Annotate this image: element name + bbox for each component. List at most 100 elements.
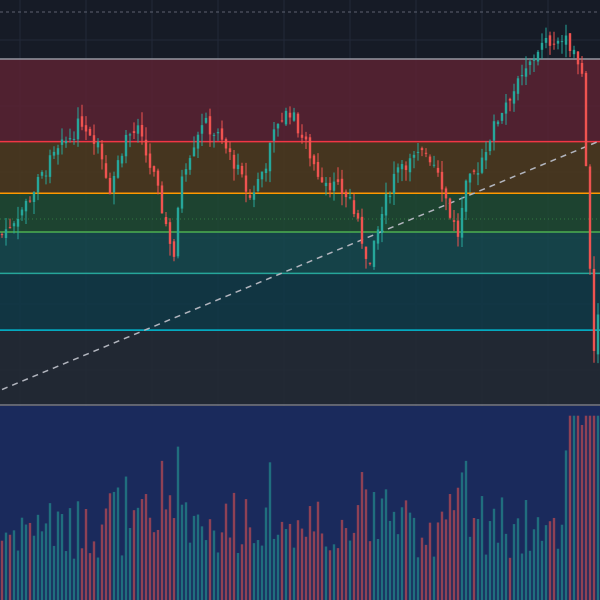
volume-bar (72, 558, 76, 600)
volume-bar (580, 424, 584, 600)
volume-bar (572, 415, 576, 600)
volume-bar (84, 508, 88, 600)
volume-bar (268, 462, 272, 600)
candle-body (460, 207, 464, 238)
candle-body (264, 168, 268, 174)
candle-body (72, 138, 76, 140)
volume-bar (312, 531, 316, 600)
volume-bar (500, 497, 504, 600)
volume-bar (456, 487, 460, 600)
candle-body (436, 167, 440, 173)
volume-bar (368, 541, 372, 600)
volume-bar (380, 498, 384, 600)
candle-body (232, 154, 236, 169)
volume-bar (240, 544, 244, 600)
candle-body (380, 214, 384, 234)
volume-bar (24, 524, 28, 600)
candle-body (520, 74, 524, 77)
candle-body (144, 139, 148, 156)
volume-bar (512, 524, 516, 600)
volume-bar (344, 528, 348, 600)
candle-body (92, 135, 96, 144)
candle-body (480, 157, 484, 173)
volume-bar (520, 553, 524, 600)
volume-bar (288, 523, 292, 600)
volume-bar (396, 534, 400, 600)
volume-bar (172, 518, 176, 600)
volume-bar (464, 460, 468, 600)
candle-body (536, 51, 540, 62)
volume-bar (36, 514, 40, 600)
candle-body (388, 195, 392, 197)
volume-panel (0, 406, 600, 600)
candle-body (204, 117, 208, 123)
candle-body (464, 180, 468, 212)
candle-body (60, 139, 64, 145)
candle-body (364, 246, 368, 259)
volume-bar (564, 450, 568, 600)
volume-bar (584, 415, 588, 600)
candle-body (240, 165, 244, 175)
volume-bar (284, 529, 288, 600)
candle-body (444, 188, 448, 199)
volume-bar (440, 511, 444, 600)
candle-body (12, 223, 16, 227)
candle-body (128, 134, 132, 136)
volume-bar (0, 540, 4, 600)
candle-body (236, 164, 240, 170)
candle-body (116, 160, 120, 178)
volume-bar (96, 557, 100, 600)
candle-body (68, 138, 72, 140)
candle-body (420, 148, 424, 151)
volume-bar (116, 487, 120, 600)
volume-bar (428, 522, 432, 600)
candle-body (404, 165, 408, 171)
candle-body (488, 141, 492, 152)
candle-body (248, 195, 252, 198)
candle-body (344, 191, 348, 198)
candle-body (560, 41, 564, 43)
volume-bar (328, 550, 332, 600)
volume-bar (152, 532, 156, 600)
trendline[interactable] (1, 140, 599, 391)
candle-body (260, 171, 264, 180)
candle-body (184, 169, 188, 175)
candle-body (336, 179, 340, 182)
volume-bar (220, 532, 224, 600)
candle-body (228, 148, 232, 153)
candle-body (400, 164, 404, 170)
candle-body (360, 216, 364, 244)
fib-band (0, 59, 600, 142)
candle-body (28, 200, 32, 202)
volume-bar (148, 517, 152, 600)
volume-bar (68, 508, 72, 600)
volume-bar (304, 536, 308, 600)
candle-body (304, 136, 308, 140)
fib-band (0, 232, 600, 274)
candle-body (0, 234, 4, 236)
candle-body (108, 177, 112, 195)
candle-body (332, 181, 336, 191)
volume-bar (160, 460, 164, 600)
volume-bar (44, 523, 48, 600)
candle-body (244, 175, 248, 192)
candle-body (416, 151, 420, 153)
volume-bar (184, 502, 188, 600)
volume-bar (112, 491, 116, 600)
candle-body (524, 68, 528, 77)
volume-bar (360, 472, 364, 600)
volume-bar (48, 503, 52, 600)
candle-body (372, 240, 376, 267)
candle-body (16, 218, 20, 227)
candle-body (448, 198, 452, 218)
candle-body (252, 192, 256, 200)
candle-body (564, 35, 568, 45)
volume-bar (556, 548, 560, 600)
candle-body (424, 152, 428, 154)
volume-bar (508, 557, 512, 600)
volume-bar (296, 520, 300, 600)
volume-bar (532, 529, 536, 600)
volume-bar (40, 531, 44, 600)
volume-bar (560, 524, 564, 600)
